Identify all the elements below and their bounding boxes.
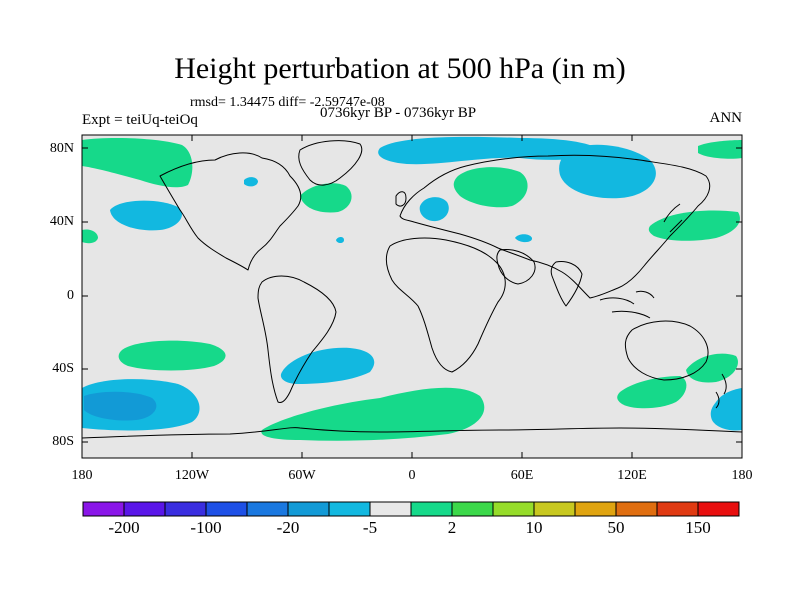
colorbar-box [287,501,330,517]
colorbar-box [205,501,248,517]
colorbar-label: 150 [685,518,711,537]
colorbar-box [451,501,494,517]
positive-anomaly-south-pacific-mid [118,340,226,371]
colorbar-box [164,501,207,517]
rmsd-stats: rmsd= 1.34475 diff= -2.59747e-08 [190,95,385,110]
coastline-africa [385,237,506,373]
experiment-label: Expt = teiUq-teiOq [82,112,198,128]
positive-anomaly-scandinavia [453,167,528,208]
negative-anomaly-southern-ocean-east [710,388,742,431]
negative-anomaly-arabia [515,234,533,243]
y-tick-label: 80N [49,141,74,156]
x-tick-label: 120W [174,468,210,483]
colorbar-label: 50 [607,518,625,537]
negative-anomaly-north-atlantic-high [378,136,600,165]
negative-anomaly-siberia [559,144,656,199]
x-tick-label: 0 [408,468,416,483]
positive-anomaly-north-atlantic [300,183,352,213]
positive-anomaly-southern-indian-ocean [617,376,687,409]
x-tick-label: 120E [617,468,647,483]
x-tick-label: 60W [288,468,316,483]
axis-ticks [81,135,743,458]
colorbar-box [369,501,412,517]
colorbar-box [246,501,289,517]
colorbar-box [82,501,125,517]
positive-anomaly-pacific-west-edge [82,229,98,244]
anomaly-fields [82,136,742,441]
x-tick-label: 180 [71,468,93,483]
x-tick-label: 180 [731,468,753,483]
colorbar-box [492,501,535,517]
coastline-new-zealand [715,373,727,409]
colorbar-box [533,501,576,517]
colorbar-box [697,501,740,517]
colorbar-box [656,501,699,517]
season-label: ANN [709,110,743,126]
time-period: 0736kyr BP - 0736kyr BP [320,105,477,121]
coastline-eurasia [399,154,711,299]
negative-anomaly-south-atlantic [280,347,375,384]
positive-anomaly-north-pacific-west [82,137,193,188]
positive-anomaly-west-pacific [648,210,740,241]
coastline-north-america [159,152,302,271]
colorbar-label: -5 [362,518,378,537]
coastline-antarctica [81,427,743,439]
positive-anomaly-north-pacific-east [698,140,742,159]
colorbar-label: -20 [276,518,300,537]
colorbar-box [574,501,617,517]
positive-anomaly-southern-ocean-south-atlantic [261,387,485,441]
coastline-india [550,261,583,307]
coastline-greenland [298,140,363,186]
coastline-australia [624,320,709,381]
colorbar-box [328,501,371,517]
coastline-japan [663,203,683,233]
x-tick-label: 60E [510,468,534,483]
colorbar [82,501,740,517]
y-tick-label: 0 [67,288,74,303]
coastline-maritime-continent [599,290,655,319]
colorbar-label: -100 [190,518,222,537]
y-tick-label: 40S [52,361,74,376]
colorbar-label: 2 [447,518,457,537]
coastline-south-america [257,275,337,403]
negative-anomaly-north-pacific [110,200,182,231]
page-title: Height perturbation at 500 hPa (in m) [174,52,626,85]
y-tick-label: 80S [52,434,74,449]
coastline-arabia [496,249,536,285]
y-tick-label: 40N [49,214,74,229]
colorbar-box [123,501,166,517]
colorbar-box [615,501,658,517]
negative-anomaly-europe [419,197,449,222]
positive-anomaly-tasman [686,353,738,383]
coastlines [81,140,743,439]
map-panel [81,134,743,459]
colorbar-box [410,501,453,517]
negative-anomaly-atlantic-small [336,237,344,243]
strong-negative-anomaly-south-pacific [84,391,157,421]
negative-anomaly-canada [244,177,258,187]
colorbar-label: -200 [108,518,140,537]
coastline-british-isles [395,191,407,207]
colorbar-label: 10 [525,518,543,537]
